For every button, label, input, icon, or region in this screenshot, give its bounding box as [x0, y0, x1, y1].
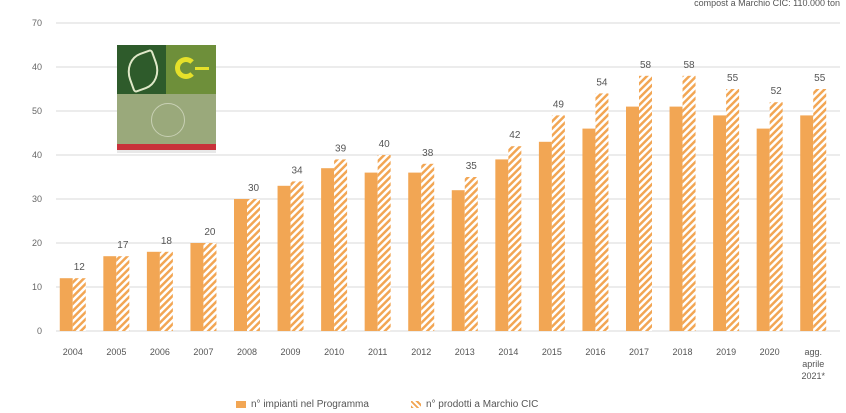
bar-prodotti [116, 256, 130, 331]
y-tick-label: 70 [32, 18, 42, 28]
bar-prodotti [247, 199, 260, 331]
x-tick-label: agg. [804, 347, 822, 357]
data-label-prodotti: 39 [335, 143, 347, 154]
x-tick-label: 2012 [411, 347, 431, 357]
bar-prodotti [682, 75, 696, 331]
data-label-prodotti: 38 [422, 148, 434, 159]
bar-prodotti [551, 115, 565, 332]
bar-impianti [364, 172, 378, 331]
data-label-prodotti: 40 [379, 139, 391, 150]
bar-impianti [408, 172, 422, 331]
y-tick-label: 0 [37, 326, 42, 336]
data-label-prodotti: 12 [74, 262, 86, 273]
bar-prodotti [72, 278, 86, 331]
bar-prodotti [290, 181, 304, 331]
bar-impianti [713, 115, 727, 332]
chart-legend: n° impianti nel Programma n° prodotti a … [236, 399, 538, 410]
y-tick-label: 50 [32, 106, 42, 116]
data-label-prodotti: 20 [204, 227, 216, 238]
legend-swatch-solid [236, 401, 246, 408]
legend-swatch-hatched [410, 401, 421, 408]
data-label-prodotti: 49 [553, 99, 565, 110]
bar-impianti [800, 115, 814, 332]
bar-prodotti [639, 75, 652, 331]
x-tick-label: 2018 [673, 347, 693, 357]
x-tick-label: 2010 [324, 347, 344, 357]
legend-item-prodotti: n° prodotti a Marchio CIC [410, 399, 539, 410]
x-tick-label: 2013 [455, 347, 475, 357]
data-labels: 12 17 18 20 30 34 39 40 38 35 42 49 54 58 58 55 52 55 [74, 60, 826, 273]
y-tick-label: 30 [32, 194, 42, 204]
bar-impianti [146, 251, 160, 331]
x-tick-label: 2015 [542, 347, 562, 357]
bar-impianti [277, 185, 291, 331]
bars [59, 75, 827, 332]
bar-impianti [669, 106, 683, 331]
data-label-prodotti: 34 [291, 165, 303, 176]
x-tick-label: 2014 [498, 347, 518, 357]
x-tick-label: 2009 [281, 347, 301, 357]
x-tick-label: 2016 [585, 347, 605, 357]
data-label-prodotti: 55 [814, 73, 826, 84]
bar-impianti [451, 190, 465, 331]
data-label-prodotti: 42 [509, 130, 521, 141]
data-label-prodotti: 58 [683, 60, 695, 71]
x-tick-label: 2017 [629, 347, 649, 357]
bar-prodotti [377, 155, 391, 331]
bar-prodotti [159, 251, 173, 331]
bar-prodotti [464, 177, 478, 331]
bar-impianti [190, 243, 204, 331]
bar-prodotti [813, 89, 827, 331]
y-tick-label: 10 [32, 282, 42, 292]
data-label-prodotti: 17 [117, 240, 129, 251]
bar-impianti [495, 159, 509, 331]
y-tick-label: 20 [32, 238, 42, 248]
legend-label-impianti: n° impianti nel Programma [251, 399, 369, 410]
bar-prodotti [334, 159, 348, 331]
bar-prodotti [508, 146, 522, 331]
bar-impianti [626, 106, 639, 331]
bar-impianti [321, 168, 335, 331]
data-label-prodotti: 52 [771, 86, 783, 97]
chart-note: compost a Marchio CIC: 110.000 ton [694, 0, 840, 8]
data-label-prodotti: 35 [466, 161, 478, 172]
x-tick-label: 2008 [237, 347, 257, 357]
x-axis: 2004 2005 2006 2007 2008 2009 2010 2011 2012 2013… [63, 347, 826, 381]
bar-prodotti [726, 89, 740, 331]
circle-icon [151, 103, 185, 137]
x-tick-label: 2006 [150, 347, 170, 357]
data-label-prodotti: 30 [248, 183, 260, 194]
data-label-prodotti: 58 [640, 60, 652, 71]
bar-impianti [538, 141, 552, 331]
y-tick-label: 40 [32, 150, 42, 160]
bar-impianti [582, 128, 596, 331]
y-axis: 0 10 20 30 40 50 40 70 [32, 18, 42, 336]
data-label-prodotti: 55 [727, 73, 739, 84]
legend-label-prodotti: n° prodotti a Marchio CIC [425, 399, 539, 410]
data-label-prodotti: 18 [161, 236, 173, 247]
x-tick-label: 2020 [760, 347, 780, 357]
x-tick-label: 2011 [368, 347, 387, 357]
cic-logo [117, 45, 216, 153]
c-letter-icon [175, 57, 197, 79]
bar-prodotti [769, 102, 783, 331]
bar-impianti [103, 256, 117, 331]
y-tick-label: 40 [32, 62, 42, 72]
legend-item-impianti: n° impianti nel Programma [236, 399, 369, 410]
bar-impianti [756, 128, 770, 331]
x-tick-label: 2004 [63, 347, 83, 357]
bar-prodotti [203, 243, 217, 331]
bar-prodotti [595, 93, 609, 332]
bar-prodotti [421, 163, 435, 331]
bar-impianti [234, 199, 247, 331]
x-tick-label: 2007 [193, 347, 213, 357]
x-tick-label: 2021* [801, 371, 825, 381]
data-label-prodotti: 54 [596, 77, 608, 88]
x-tick-label: aprile [802, 359, 824, 369]
x-tick-label: 2019 [716, 347, 736, 357]
x-tick-label: 2005 [106, 347, 126, 357]
bar-impianti [59, 278, 73, 331]
